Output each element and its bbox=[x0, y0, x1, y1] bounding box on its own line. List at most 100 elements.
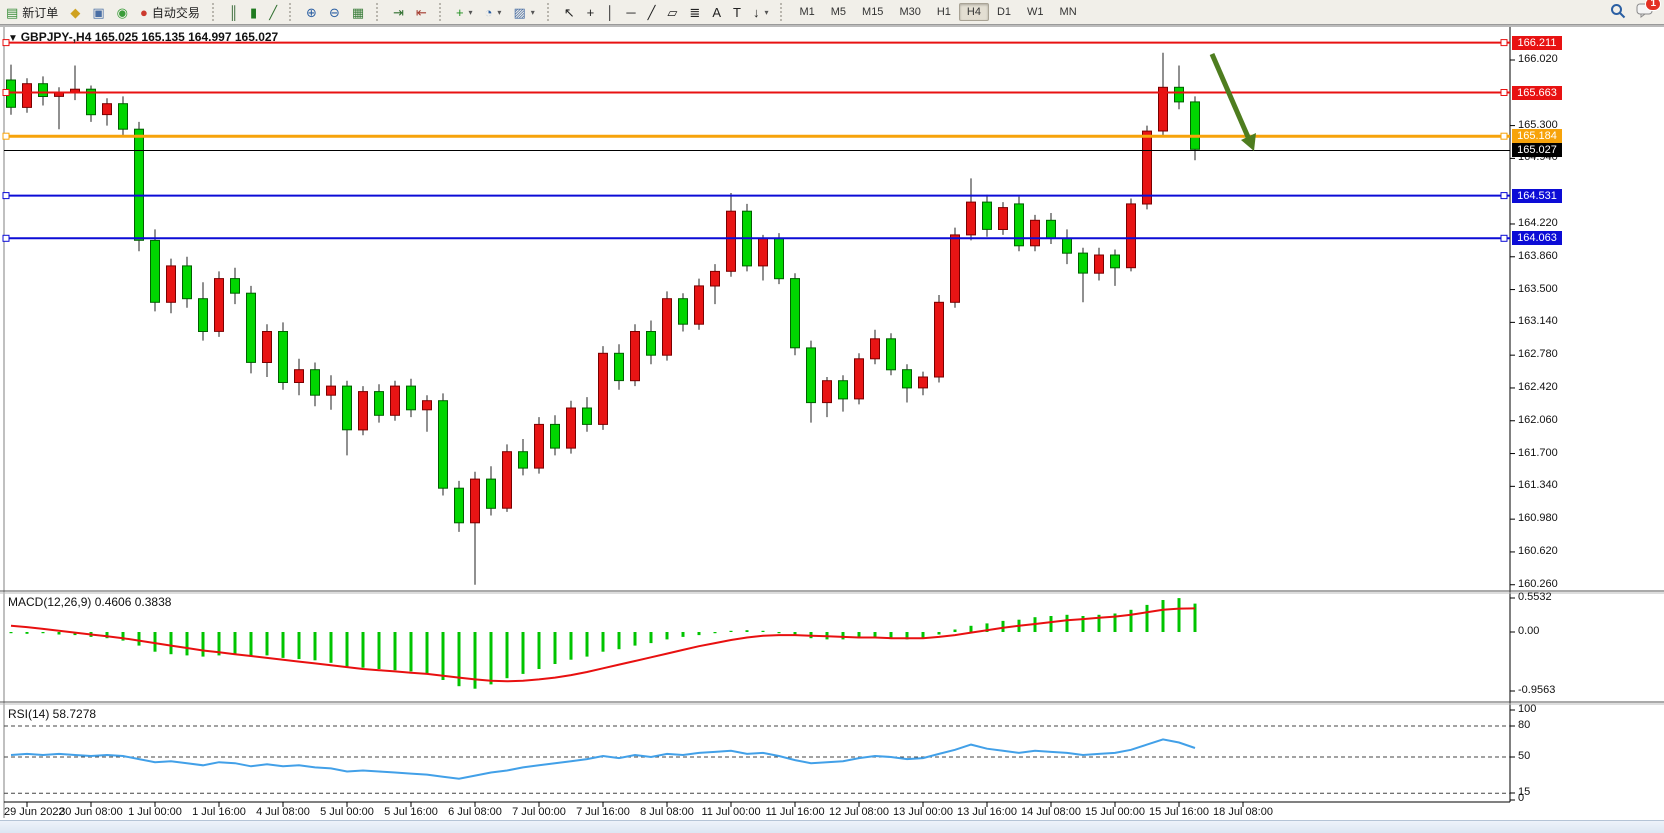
pivot-line-price-badge: 165.184 bbox=[1512, 129, 1562, 143]
candle-body bbox=[918, 376, 928, 389]
date-axis-label: 18 Jul 08:00 bbox=[1213, 806, 1273, 818]
price-chart-canvas[interactable] bbox=[0, 25, 1664, 820]
tile-windows-button[interactable]: ▦ bbox=[346, 3, 370, 22]
candle-body bbox=[598, 352, 608, 425]
macd-bar bbox=[553, 632, 557, 664]
timeframe-m30-button[interactable]: M30 bbox=[899, 6, 921, 18]
resistance-line-1-left-handle[interactable] bbox=[2, 39, 10, 47]
candle-body bbox=[310, 369, 320, 396]
template-button[interactable]: ▨ ▾ bbox=[507, 3, 540, 22]
timeframe-m1-button[interactable]: M1 bbox=[799, 6, 815, 18]
support-line-2-right-handle[interactable] bbox=[1500, 234, 1508, 242]
macd-bar bbox=[153, 632, 157, 652]
timeframe-mn-button[interactable]: MN bbox=[1059, 6, 1077, 18]
arrows-button[interactable]: ↓ ▾ bbox=[747, 3, 775, 22]
date-axis-label: 5 Jul 16:00 bbox=[384, 806, 438, 818]
candle-body bbox=[806, 347, 816, 404]
price-axis-label: 163.860 bbox=[1518, 250, 1558, 262]
price-axis-label: 164.220 bbox=[1518, 217, 1558, 229]
sell-arrow[interactable] bbox=[1209, 53, 1256, 151]
macd-axis-label: 0.5532 bbox=[1518, 591, 1552, 603]
bar-chart-button[interactable]: ║ bbox=[223, 3, 244, 22]
indicators-button[interactable]: + ▾ bbox=[450, 3, 479, 22]
dropdown-caret-icon: ▾ bbox=[497, 7, 502, 17]
candle-body bbox=[1014, 203, 1024, 247]
chart-shift-button[interactable]: ⇤ bbox=[410, 3, 433, 22]
candle-body bbox=[262, 331, 272, 363]
macd-bar bbox=[201, 632, 205, 657]
auto-scroll-button[interactable]: ⇥ bbox=[387, 3, 410, 22]
macd-bar bbox=[137, 632, 141, 646]
chart-window-button[interactable]: ▣ bbox=[86, 3, 110, 22]
price-axis-label: 162.060 bbox=[1518, 414, 1558, 426]
timeframe-h4-button[interactable]: H4 bbox=[958, 3, 989, 21]
resistance-line-1-right-handle[interactable] bbox=[1500, 39, 1508, 47]
timeframe-w1-button[interactable]: W1 bbox=[1027, 6, 1044, 18]
macd-bar bbox=[969, 625, 973, 632]
fibonacci-button[interactable]: ≣ bbox=[683, 3, 706, 22]
channel-icon: ▱ bbox=[667, 4, 678, 20]
market-watch-button[interactable]: ◆ bbox=[64, 3, 86, 22]
macd-bar bbox=[841, 632, 845, 640]
macd-indicator-label: MACD(12,26,9) 0.4606 0.3838 bbox=[8, 595, 172, 609]
text-button[interactable]: A bbox=[706, 3, 727, 22]
support-line-2-left-handle[interactable] bbox=[2, 234, 10, 242]
macd-bar bbox=[249, 632, 253, 657]
support-line-2-price-badge: 164.063 bbox=[1512, 231, 1562, 245]
pivot-line-right-handle[interactable] bbox=[1500, 132, 1508, 140]
macd-bar bbox=[1161, 600, 1165, 632]
macd-bar bbox=[361, 632, 365, 668]
macd-bar bbox=[25, 632, 29, 634]
collapse-triangle-icon[interactable]: ▼ bbox=[8, 33, 21, 44]
support-line-1-left-handle[interactable] bbox=[2, 192, 10, 200]
candle-body bbox=[982, 201, 992, 230]
timeframe-h1-button[interactable]: H1 bbox=[936, 6, 951, 18]
crosshair-button[interactable]: + bbox=[581, 3, 601, 22]
channel-button[interactable]: ▱ bbox=[661, 3, 683, 22]
timeframe-m5-button[interactable]: M5 bbox=[830, 6, 847, 18]
autotrade-label: 自动交易 bbox=[151, 5, 200, 20]
date-axis-label: 30 Jun 08:00 bbox=[59, 806, 123, 818]
cursor-button[interactable]: ↖ bbox=[558, 3, 581, 22]
macd-bar bbox=[793, 632, 797, 636]
periods-button[interactable]: ◔ ▾ bbox=[479, 3, 508, 22]
market-watch-icon: ◆ bbox=[70, 4, 81, 20]
fibonacci-icon: ≣ bbox=[689, 4, 701, 20]
support-line-1-right-handle[interactable] bbox=[1500, 192, 1508, 200]
search-button[interactable] bbox=[1610, 3, 1626, 22]
vertical-line-button[interactable]: │ bbox=[600, 3, 620, 22]
date-axis-label: 1 Jul 00:00 bbox=[128, 806, 182, 818]
autotrade-button[interactable]: ● 自动交易 bbox=[134, 1, 206, 24]
toolbar-separator bbox=[780, 3, 787, 21]
candle-body bbox=[470, 478, 480, 524]
notifications-button[interactable]: 1 bbox=[1636, 0, 1661, 21]
candlestick-button[interactable]: ▮ bbox=[244, 3, 263, 22]
candle-body bbox=[822, 380, 832, 404]
new-order-button[interactable]: ▤ 新订单 bbox=[0, 1, 64, 24]
toolbar-separator bbox=[211, 3, 219, 21]
template-icon: ▨ bbox=[513, 4, 526, 20]
candle-body bbox=[118, 103, 128, 130]
timeframe-d1-button[interactable]: D1 bbox=[996, 6, 1012, 18]
macd-bar bbox=[585, 632, 589, 657]
label-button[interactable]: T bbox=[727, 3, 747, 22]
chart-window[interactable]: ▼ GBPJPY-,H4 165.025 165.135 164.997 165… bbox=[0, 25, 1664, 820]
line-chart-button[interactable]: ╱ bbox=[263, 3, 283, 22]
trendline-button[interactable]: ╱ bbox=[642, 3, 662, 22]
zoom-out-button[interactable]: ⊖ bbox=[323, 3, 346, 22]
chart-background bbox=[0, 26, 1664, 820]
candle-body bbox=[726, 210, 736, 272]
zoom-in-button[interactable]: ⊕ bbox=[300, 3, 323, 22]
macd-bar bbox=[329, 632, 333, 663]
resistance-line-2-right-handle[interactable] bbox=[1500, 89, 1508, 96]
timeframe-m15-button[interactable]: M15 bbox=[862, 6, 884, 18]
resistance-line-2-left-handle[interactable] bbox=[2, 89, 10, 96]
horizontal-line-button[interactable]: ─ bbox=[620, 3, 641, 22]
pivot-line-left-handle[interactable] bbox=[2, 132, 10, 140]
date-axis-label: 7 Jul 16:00 bbox=[576, 806, 630, 818]
tile-windows-icon: ▦ bbox=[351, 4, 365, 20]
macd-bar bbox=[601, 632, 605, 652]
main-toolbar: ▤ 新订单 ◆ ▣ ◉ ● 自动交易 ║ ▮ ╱ ⊕ ⊖ ▦ ⇥ ⇤ + ▾ ◔… bbox=[0, 0, 1664, 25]
signal-button[interactable]: ◉ bbox=[111, 3, 134, 22]
support-line-1-price-badge: 164.531 bbox=[1512, 189, 1562, 203]
